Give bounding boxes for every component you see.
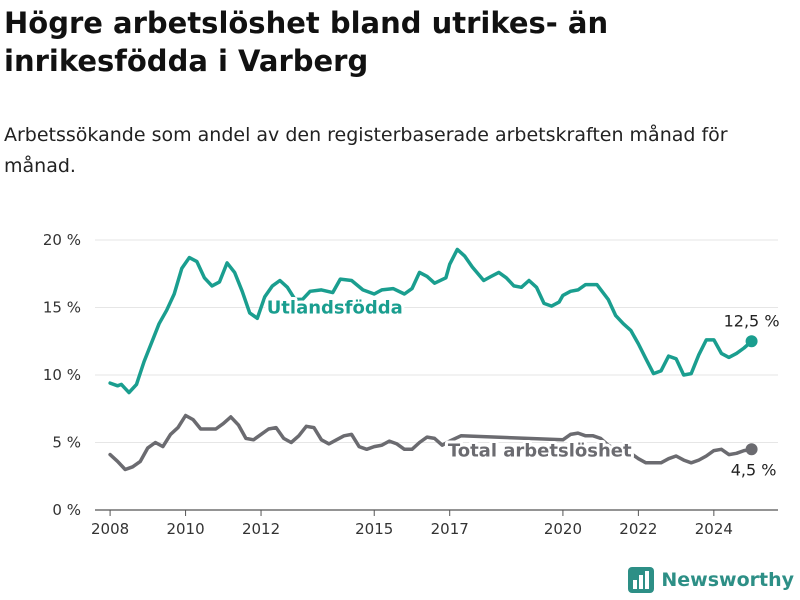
end-point-utlandsfodda: [745, 335, 758, 348]
series-line-utlandsfodda: [108, 247, 754, 395]
series-label-utlandsfodda: Utlandsfödda: [267, 298, 403, 319]
chart-subtitle: Arbetssökande som andel av den registerb…: [4, 124, 728, 177]
series-label-total: Total arbetslöshet: [448, 441, 632, 462]
end-point-total: [745, 443, 758, 456]
brand-name: Newsworthy: [661, 569, 794, 591]
x-tick-label: 2017: [431, 520, 469, 538]
axes: 0 % 5 % 10 % 15 % 20 % 2008 2010 2012 2015 2017 20…: [43, 231, 733, 538]
y-tick-label: 15 %: [43, 299, 81, 317]
brand: Newsworthy: [627, 566, 794, 594]
grid-lines: [95, 239, 778, 511]
series-lines: [108, 247, 758, 472]
x-tick-label: 2022: [619, 520, 657, 538]
x-tick-label: 2015: [355, 520, 393, 538]
y-tick-label: 0 %: [52, 501, 81, 519]
y-tick-label: 5 %: [52, 434, 81, 452]
series-line-total: [108, 413, 754, 472]
y-tick-label: 20 %: [43, 231, 81, 249]
newsworthy-logo-icon: [628, 567, 655, 593]
x-tick-label: 2020: [544, 520, 582, 538]
x-tick-label: 2012: [242, 520, 280, 538]
x-tick-label: 2010: [166, 520, 204, 538]
x-tick-label: 2024: [695, 520, 733, 538]
page-title: Högre arbetslöshet bland utrikes- än inr…: [4, 6, 609, 78]
y-tick-label: 10 %: [43, 366, 81, 384]
x-tick-label: 2008: [91, 520, 129, 538]
end-value-label-utlandsfodda: 12,5 %: [724, 311, 780, 330]
labels: 12,5 % 4,5 % Utlandsfödda Total arbetslöshe…: [264, 295, 780, 480]
end-value-label-total: 4,5 %: [731, 460, 777, 479]
